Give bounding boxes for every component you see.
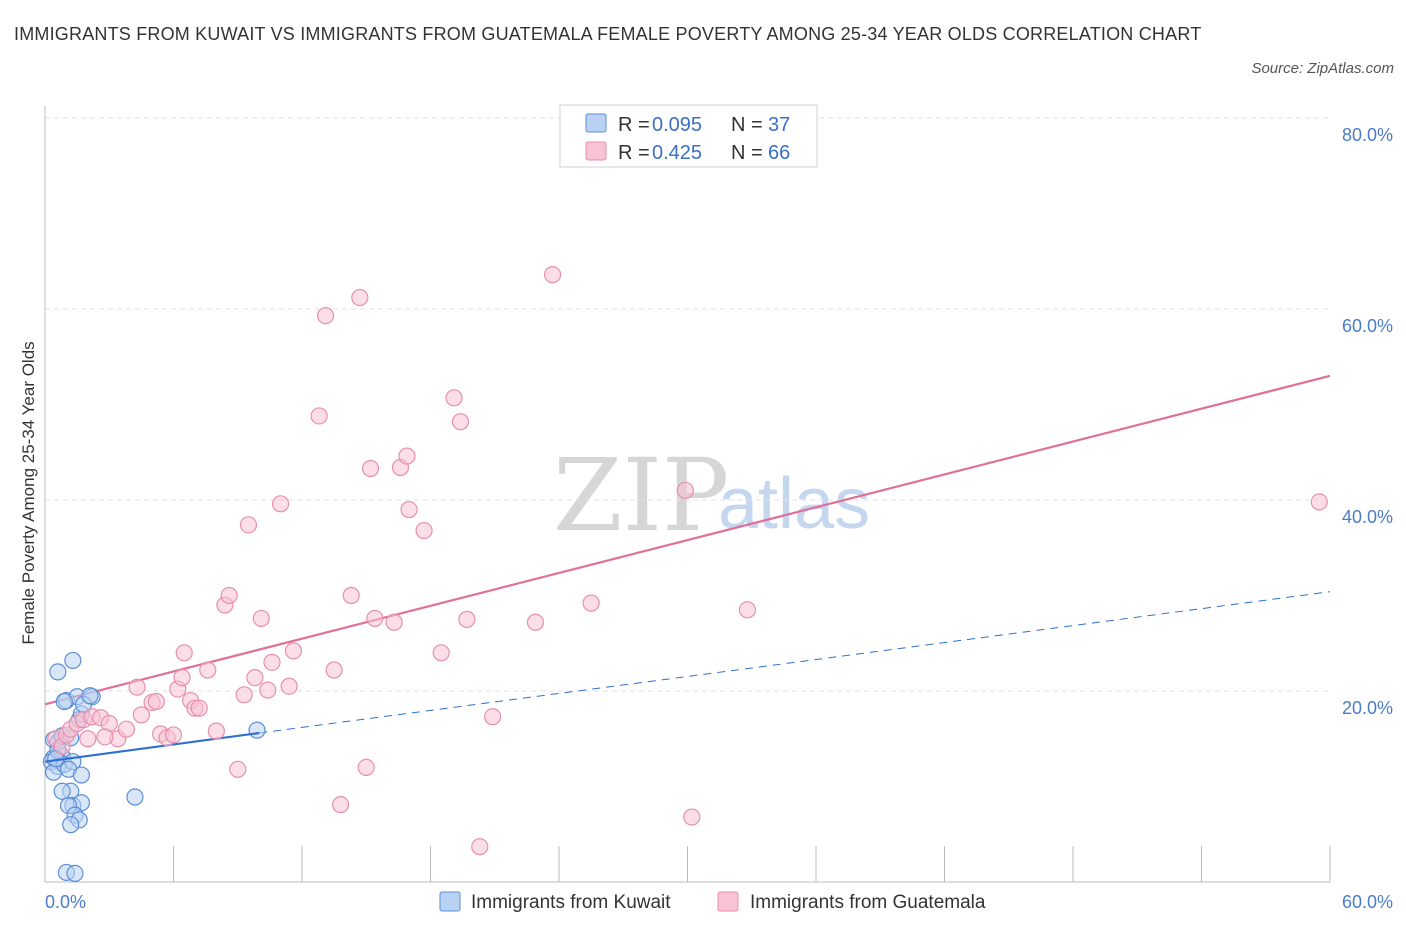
point-guatemala-53 bbox=[415, 521, 433, 540]
correlation-legend: R = 0.095 N = 37 R = 0.425 N = 66 bbox=[559, 104, 818, 168]
legend-r-label-kuwait: R = bbox=[618, 114, 650, 136]
bottom-legend-swatch-kuwait bbox=[439, 891, 461, 912]
point-guatemala-33 bbox=[246, 669, 264, 687]
x-tick-labels: 0.0% 60.0% bbox=[45, 892, 1393, 912]
legend-n-value-guatemala: 66 bbox=[768, 142, 790, 164]
point-guatemala-56 bbox=[451, 413, 470, 431]
point-guatemala-57 bbox=[458, 610, 476, 628]
point-guatemala-31 bbox=[235, 686, 253, 704]
legend-r-label-guatemala: R = bbox=[618, 142, 650, 164]
gridlines bbox=[45, 117, 1330, 692]
point-guatemala-29 bbox=[220, 586, 238, 605]
point-guatemala-13 bbox=[128, 678, 146, 696]
legend-r-value-kuwait: 0.095 bbox=[652, 114, 702, 136]
point-guatemala-58 bbox=[471, 838, 489, 856]
bottom-legend-label-kuwait: Immigrants from Kuwait bbox=[471, 892, 671, 913]
legend-n-value-kuwait: 37 bbox=[768, 114, 790, 136]
y-tick-labels: 20.0% 40.0% 60.0% 80.0% bbox=[1342, 125, 1393, 718]
y-tick-label-3: 80.0% bbox=[1342, 125, 1393, 145]
point-guatemala-14 bbox=[132, 706, 150, 724]
point-guatemala-48 bbox=[366, 609, 384, 628]
point-guatemala-22 bbox=[175, 644, 193, 662]
point-guatemala-54 bbox=[432, 644, 450, 662]
point-guatemala-21 bbox=[173, 669, 191, 687]
series-guatemala-points bbox=[47, 266, 1328, 856]
point-kuwait-22 bbox=[81, 687, 99, 705]
point-guatemala-63 bbox=[676, 481, 694, 500]
point-guatemala-41 bbox=[316, 307, 335, 325]
axes bbox=[44, 106, 1331, 883]
point-kuwait-31 bbox=[62, 816, 80, 834]
point-kuwait-30 bbox=[53, 782, 71, 800]
bottom-legend-swatch-guatemala bbox=[717, 891, 739, 912]
point-guatemala-66 bbox=[1310, 493, 1328, 511]
point-guatemala-49 bbox=[385, 613, 403, 631]
legend-swatch-guatemala bbox=[585, 141, 607, 161]
point-guatemala-46 bbox=[357, 758, 375, 777]
point-guatemala-11 bbox=[79, 730, 97, 748]
watermark-atlas: atlas bbox=[718, 464, 870, 544]
point-guatemala-12 bbox=[96, 728, 114, 746]
trendline-kuwait bbox=[44, 731, 260, 763]
trendline-guatemala bbox=[44, 374, 1331, 706]
point-guatemala-36 bbox=[263, 653, 281, 671]
point-guatemala-37 bbox=[271, 495, 290, 513]
point-kuwait-13 bbox=[72, 766, 91, 784]
point-guatemala-34 bbox=[252, 609, 270, 628]
point-guatemala-47 bbox=[361, 459, 380, 478]
x-tick-label-max: 60.0% bbox=[1342, 892, 1393, 912]
series-legend: Immigrants from Kuwait Immigrants from G… bbox=[439, 891, 986, 913]
watermark-zip: ZIP bbox=[553, 437, 729, 554]
point-guatemala-44 bbox=[342, 586, 360, 605]
point-guatemala-52 bbox=[400, 500, 418, 519]
point-guatemala-40 bbox=[310, 407, 328, 425]
x-tick-label-min: 0.0% bbox=[45, 892, 86, 912]
point-guatemala-64 bbox=[683, 808, 701, 826]
y-tick-label-0: 20.0% bbox=[1342, 698, 1393, 718]
point-guatemala-39 bbox=[284, 642, 303, 660]
point-guatemala-51 bbox=[398, 447, 416, 465]
point-kuwait-23 bbox=[55, 692, 73, 711]
point-guatemala-19 bbox=[164, 726, 183, 744]
point-guatemala-60 bbox=[526, 613, 545, 631]
legend-r-value-guatemala: 0.425 bbox=[652, 142, 702, 164]
legend-swatch-kuwait bbox=[585, 113, 607, 133]
point-guatemala-10 bbox=[117, 720, 135, 738]
y-tick-label-2: 60.0% bbox=[1342, 316, 1393, 336]
point-guatemala-16 bbox=[147, 692, 165, 711]
point-guatemala-25 bbox=[190, 699, 208, 717]
point-guatemala-61 bbox=[543, 266, 562, 284]
point-kuwait-14 bbox=[49, 663, 67, 681]
trendline-kuwait-extension bbox=[259, 591, 1331, 734]
point-guatemala-26 bbox=[199, 661, 217, 679]
point-kuwait-15 bbox=[64, 651, 82, 670]
point-guatemala-27 bbox=[207, 722, 225, 740]
legend-n-label-guatemala: N = bbox=[731, 142, 763, 164]
point-kuwait-33 bbox=[66, 864, 84, 883]
point-guatemala-62 bbox=[582, 594, 600, 612]
point-guatemala-35 bbox=[259, 681, 277, 699]
point-guatemala-59 bbox=[484, 708, 502, 726]
point-guatemala-43 bbox=[331, 796, 350, 814]
point-guatemala-65 bbox=[738, 601, 757, 619]
point-kuwait-34 bbox=[126, 788, 144, 806]
chart-title: IMMIGRANTS FROM KUWAIT VS IMMIGRANTS FRO… bbox=[14, 24, 1202, 44]
point-guatemala-45 bbox=[351, 288, 369, 307]
point-guatemala-30 bbox=[229, 760, 247, 778]
point-guatemala-32 bbox=[239, 516, 258, 534]
bottom-legend-label-guatemala: Immigrants from Guatemala bbox=[750, 892, 986, 913]
point-kuwait-35 bbox=[248, 721, 266, 739]
y-tick-label-1: 40.0% bbox=[1342, 507, 1393, 527]
legend-n-label-kuwait: N = bbox=[731, 114, 763, 136]
trend-lines bbox=[44, 374, 1331, 734]
point-guatemala-42 bbox=[325, 661, 343, 679]
point-guatemala-55 bbox=[445, 389, 463, 407]
source-label: Source: ZipAtlas.com bbox=[1251, 60, 1394, 77]
y-axis-title: Female Poverty Among 25-34 Year Olds bbox=[19, 341, 38, 644]
point-guatemala-38 bbox=[280, 677, 298, 695]
